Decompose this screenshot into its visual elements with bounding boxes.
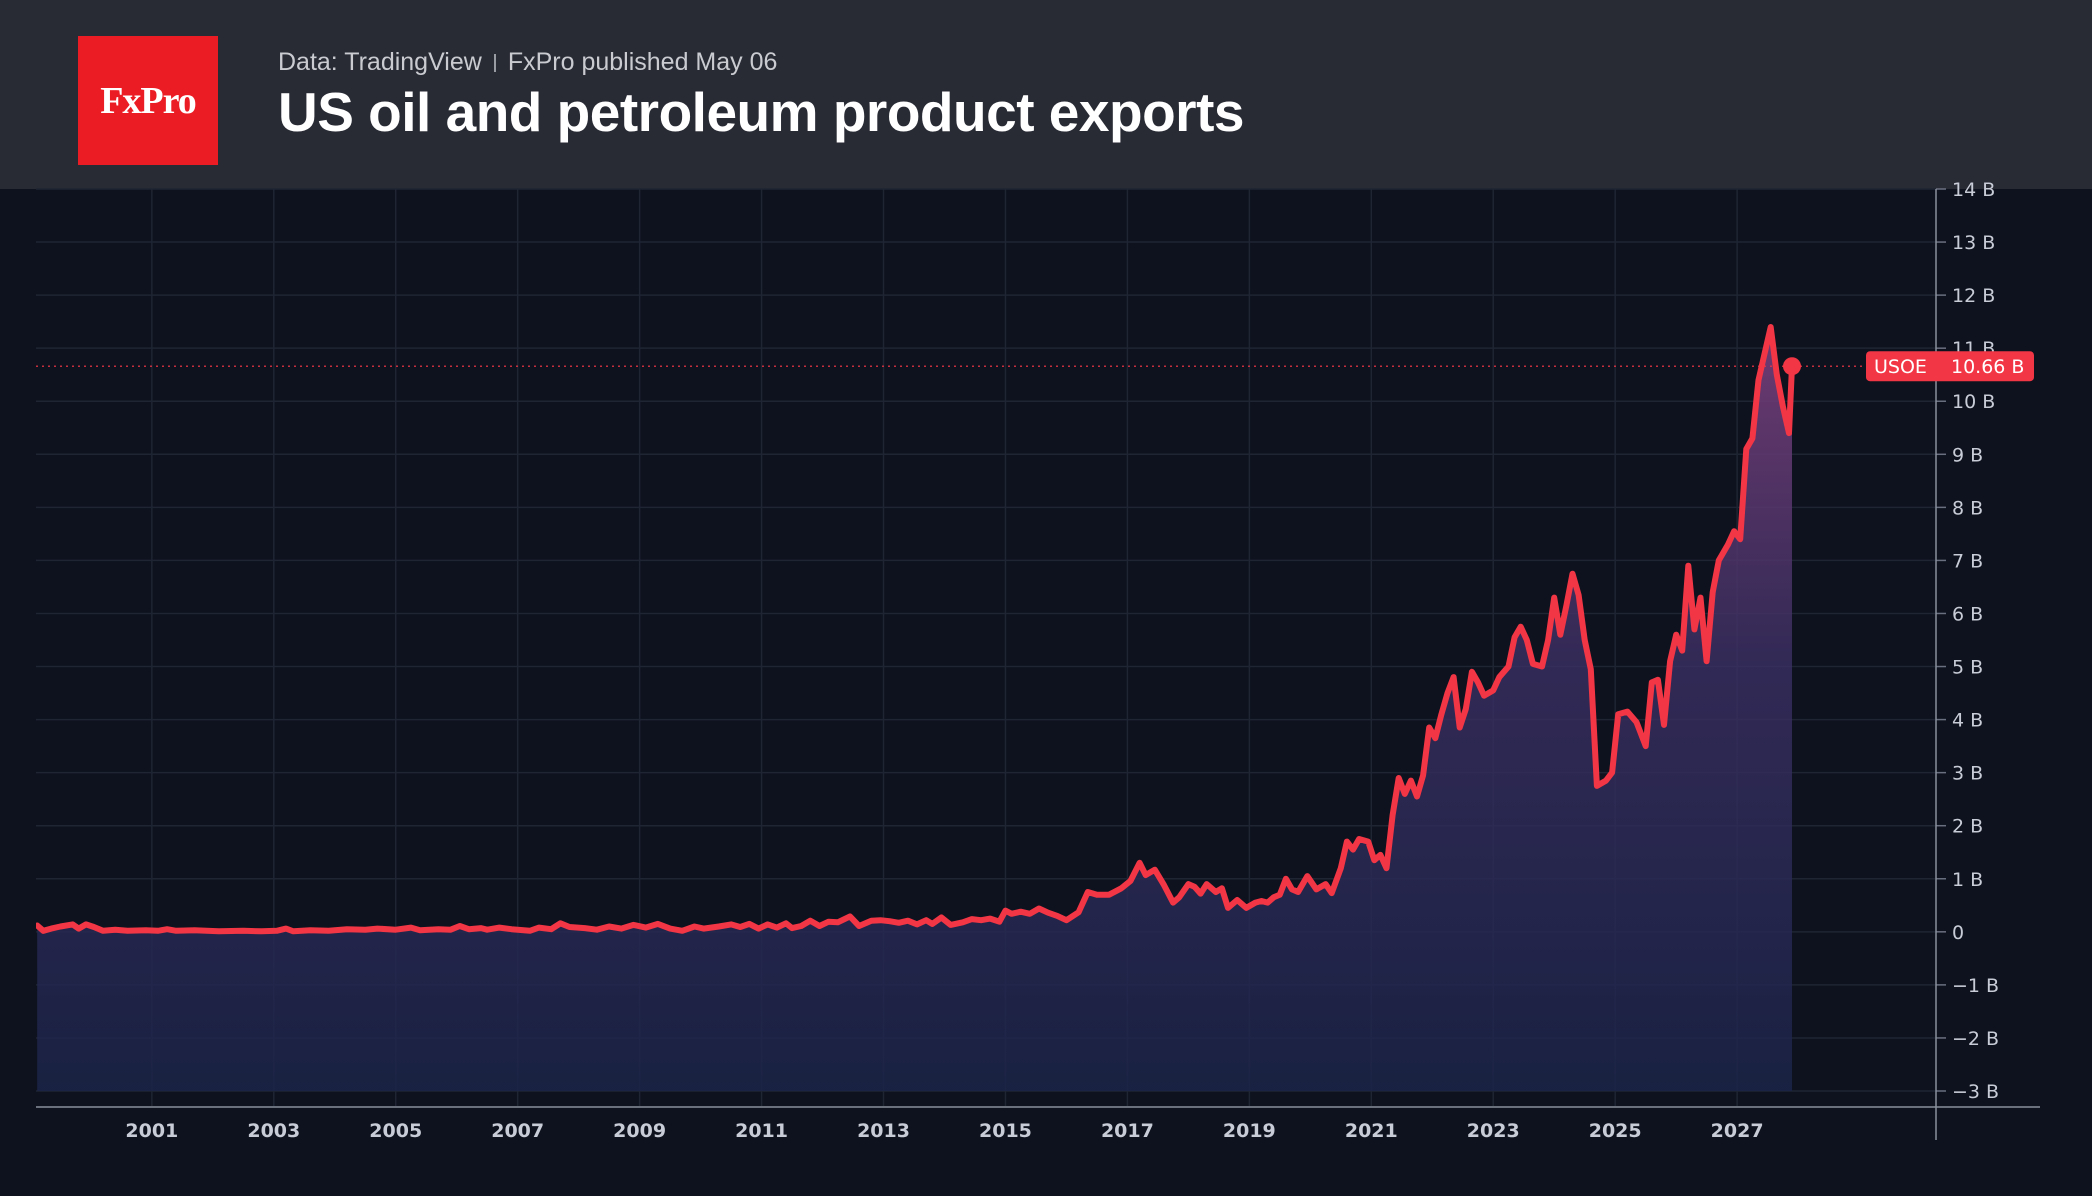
y-tick-label: 14 B	[1952, 179, 1995, 201]
y-tick-label: 2 B	[1952, 816, 1983, 838]
x-tick-label: 2011	[735, 1120, 788, 1142]
axes	[36, 188, 2040, 1140]
series-name-label: USOE	[1874, 356, 1927, 378]
header-bar: FxPro Data: TradingView FxPro published …	[0, 0, 2092, 189]
chart-title: US oil and petroleum product exports	[278, 81, 1244, 143]
x-tick-labels: 2001 2003 2005 2007 2009 2011 2013 2015 2017 2019…	[125, 1120, 1763, 1142]
x-tick-label: 2013	[857, 1120, 910, 1142]
y-tick-label: 6 B	[1952, 603, 1983, 625]
x-tick-label: 2005	[369, 1120, 422, 1142]
x-tick-label: 2017	[1101, 1120, 1154, 1142]
logo-text: FxPro	[100, 79, 197, 122]
y-tick-label: 7 B	[1952, 550, 1983, 572]
y-tick-labels: −3 B −2 B −1 B 0 1 B 2 B 3 B 4 B 5 B 6 B 7 B 8 B 9 B…	[1952, 179, 1999, 1103]
y-tick-label: 0	[1952, 922, 1964, 944]
y-tick-label: −1 B	[1952, 975, 1999, 997]
x-tick-label: 2025	[1589, 1120, 1642, 1142]
y-tick-label: 4 B	[1952, 710, 1983, 732]
y-tick-label: −3 B	[1952, 1081, 1999, 1103]
subtitle: Data: TradingView FxPro published May 06	[278, 48, 777, 77]
last-value-marker: USOE 10.66 B	[36, 351, 2034, 382]
last-value-label: 10.66 B	[1951, 356, 2024, 378]
y-tick-label: −2 B	[1952, 1028, 1999, 1050]
y-tick-label: 8 B	[1952, 497, 1983, 519]
separator	[493, 53, 496, 72]
x-tick-label: 2015	[979, 1120, 1032, 1142]
y-tick-label: 10 B	[1952, 391, 1995, 413]
x-tick-label: 2009	[613, 1120, 666, 1142]
x-tick-label: 2021	[1345, 1120, 1398, 1142]
series-area-fill	[37, 327, 1793, 1091]
x-tick-label: 2019	[1223, 1120, 1276, 1142]
fxpro-logo: FxPro	[78, 36, 218, 165]
x-tick-label: 2027	[1711, 1120, 1764, 1142]
y-tick-label: 3 B	[1952, 763, 1983, 785]
y-tick-label: 13 B	[1952, 232, 1995, 254]
data-source: Data: TradingView	[278, 48, 482, 76]
x-tick-label: 2023	[1467, 1120, 1520, 1142]
y-tick-label: 9 B	[1952, 444, 1983, 466]
last-value-dot	[1783, 357, 1801, 376]
y-tick-label: 1 B	[1952, 869, 1983, 891]
x-tick-label: 2003	[247, 1120, 300, 1142]
y-tick-label: 12 B	[1952, 285, 1995, 307]
x-tick-label: 2001	[125, 1120, 178, 1142]
area-layer	[36, 324, 1795, 1091]
published-date: FxPro published May 06	[507, 48, 778, 76]
y-tick-label: 5 B	[1952, 657, 1983, 679]
last-value-badge	[1866, 351, 2034, 382]
x-tick-label: 2007	[491, 1120, 544, 1142]
series-line-usoe	[36, 324, 1795, 935]
